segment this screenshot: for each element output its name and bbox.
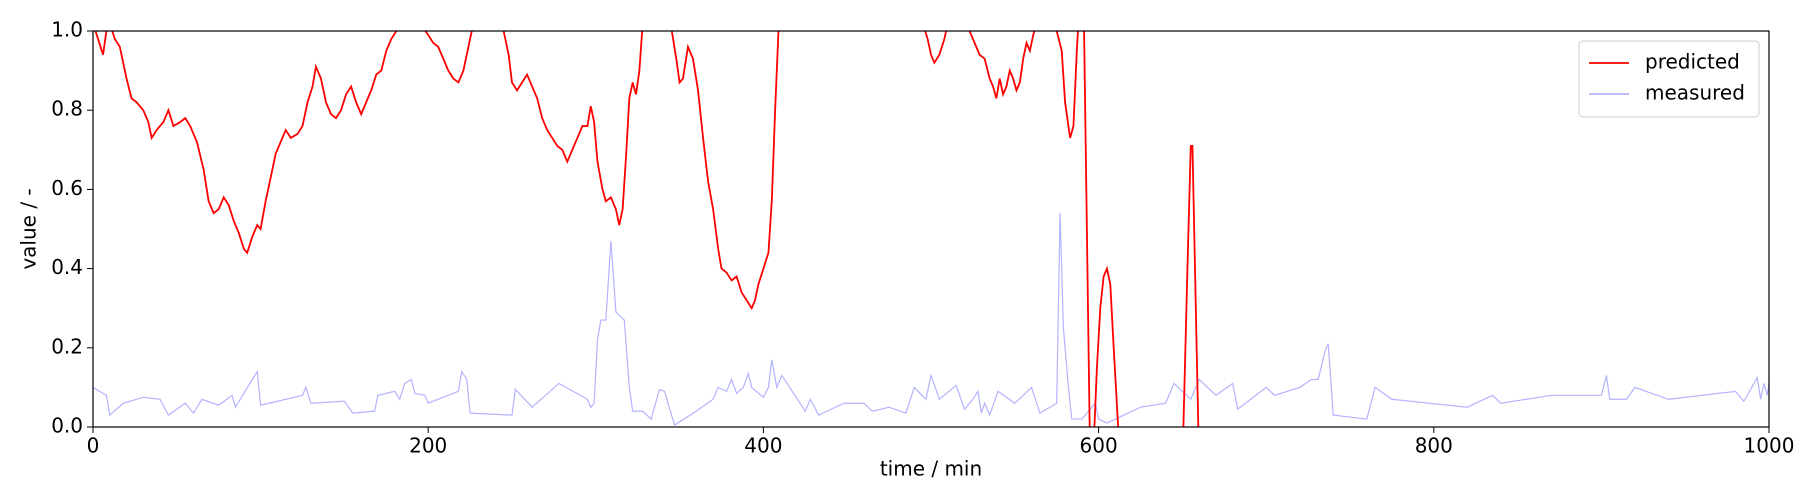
y-tick-label: 0.0 bbox=[51, 414, 83, 438]
plot-area bbox=[93, 31, 1769, 427]
plot-frame bbox=[92, 30, 1770, 428]
x-tick-label: 0 bbox=[87, 434, 100, 458]
y-axis-label: value / - bbox=[17, 188, 41, 269]
x-tick-label: 400 bbox=[744, 434, 782, 458]
series-line bbox=[93, 213, 1769, 426]
legend-label: predicted bbox=[1645, 50, 1740, 74]
series-line bbox=[94, 31, 1200, 427]
legend-label: measured bbox=[1645, 81, 1745, 105]
legend-box bbox=[1578, 40, 1760, 118]
y-tick-label: 0.8 bbox=[51, 97, 83, 121]
x-tick-label: 200 bbox=[409, 434, 447, 458]
x-tick-label: 600 bbox=[1080, 434, 1118, 458]
y-tick-label: 0.2 bbox=[51, 334, 83, 358]
x-tick-label: 1000 bbox=[1744, 434, 1795, 458]
x-tick-label: 800 bbox=[1415, 434, 1453, 458]
y-tick-label: 1.0 bbox=[51, 18, 83, 42]
y-tick-label: 0.4 bbox=[51, 255, 83, 279]
y-tick-label: 0.6 bbox=[51, 176, 83, 200]
x-axis-label: time / min bbox=[880, 457, 982, 481]
